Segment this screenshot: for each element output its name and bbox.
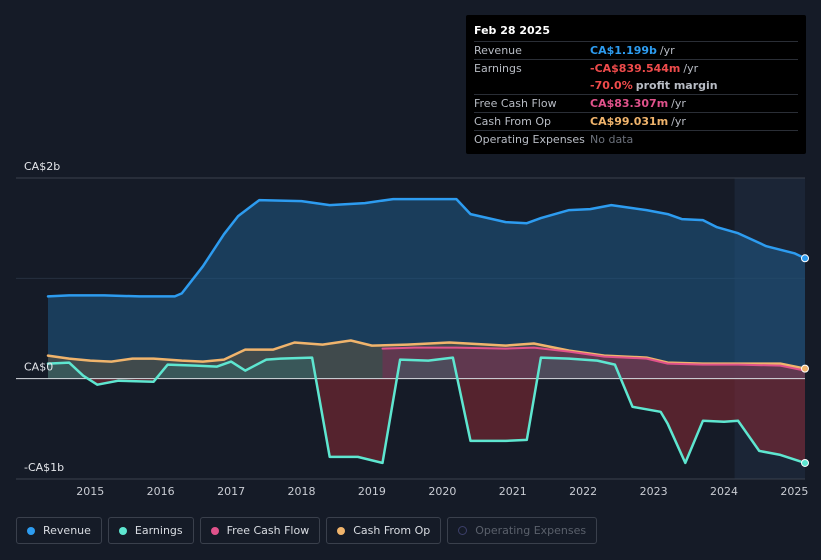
y-axis-labels: CA$2b CA$0 -CA$1b [24,160,64,474]
tooltip-unit: /yr [671,115,686,128]
earnings-endpoint [801,458,809,467]
operating-expenses-dot-icon [458,526,468,535]
tooltip-unit: /yr [683,62,699,75]
earnings-line [46,356,807,465]
series-areas [16,199,805,463]
tooltip-value: CA$99.031m [590,115,669,128]
x-axis-labels: 2015 2016 2017 2018 2019 2020 2021 2022 2023 2024… [76,485,808,498]
x-tick-label: 2022 [569,485,597,498]
series-endpoints [801,254,809,467]
x-tick-label: 2021 [499,485,527,498]
tooltip-label: Cash From Op [474,115,552,128]
y-tick-label: CA$0 [24,361,53,374]
legend-item-operating-expenses[interactable]: Operating Expenses [447,517,598,544]
series-lines [46,197,807,465]
legend-item-cash-from-op[interactable]: Cash From Op [326,517,442,544]
tooltip-value: CA$1.199b [590,44,657,57]
tooltip-value: -CA$839.544m [590,62,681,75]
x-tick-label: 2016 [147,485,175,498]
free-cash-flow-line [381,346,806,372]
legend-label: Revenue [43,524,91,537]
legend-label: Operating Expenses [475,524,587,537]
tooltip-value: No data [590,133,634,146]
tooltip-row-cfo: Cash From Op CA$99.031m /yr [474,112,798,130]
tooltip-label: Revenue [474,44,522,57]
cash-from-op-dot-icon [337,526,346,535]
tooltip-row-opex: Operating Expenses No data [474,130,798,148]
data-tooltip: Feb 28 2025 Revenue CA$1.199b /yr Earnin… [466,15,806,154]
x-tick-label: 2020 [428,485,456,498]
tooltip-unit: /yr [671,97,686,110]
tooltip-date: Feb 28 2025 [474,24,550,37]
tooltip-label [474,77,590,94]
revenue-line [46,197,807,298]
revenue-area [48,199,805,379]
revenue-endpoint [801,254,809,263]
earnings-dot-icon [118,526,127,535]
tooltip-label: Operating Expenses [474,133,585,146]
x-tick-label: 2015 [76,485,104,498]
tooltip-label: Earnings [474,62,522,75]
y-tick-label: CA$2b [24,160,60,173]
free-cash-flow-area [382,347,805,379]
legend-item-free-cash-flow[interactable]: Free Cash Flow [199,517,321,544]
tooltip-row-profit-margin: -70.0% profit margin [474,77,798,94]
cash-from-op-endpoint [801,364,809,373]
legend-label: Earnings [134,524,183,537]
legend-item-revenue[interactable]: Revenue [16,517,102,544]
y-tick-label: -CA$1b [24,461,64,474]
tooltip-unit: /yr [659,44,675,57]
chart-legend: Revenue Earnings Free Cash Flow Cash Fro… [16,517,598,544]
legend-label: Free Cash Flow [226,524,310,537]
legend-item-earnings[interactable]: Earnings [107,517,194,544]
earnings-negative-area [48,378,805,463]
x-tick-label: 2024 [710,485,738,498]
tooltip-unit: profit margin [635,79,718,92]
x-tick-label: 2025 [780,485,808,498]
legend-label: Cash From Op [353,524,431,537]
tooltip-label: Free Cash Flow [474,97,557,110]
tooltip-row-earnings: Earnings -CA$839.544m /yr [474,59,798,77]
free-cash-flow-dot-icon [210,526,219,535]
tooltip-value: CA$83.307m [590,97,669,110]
x-tick-label: 2018 [288,485,316,498]
earnings-positive-area [48,357,621,379]
x-tick-label: 2017 [217,485,245,498]
tooltip-row-fcf: Free Cash Flow CA$83.307m /yr [474,94,798,112]
tooltip-value: -70.0% [590,79,633,92]
x-tick-label: 2019 [358,485,386,498]
revenue-dot-icon [27,526,35,535]
x-tick-label: 2023 [640,485,668,498]
tooltip-row-revenue: Revenue CA$1.199b /yr [474,41,798,59]
